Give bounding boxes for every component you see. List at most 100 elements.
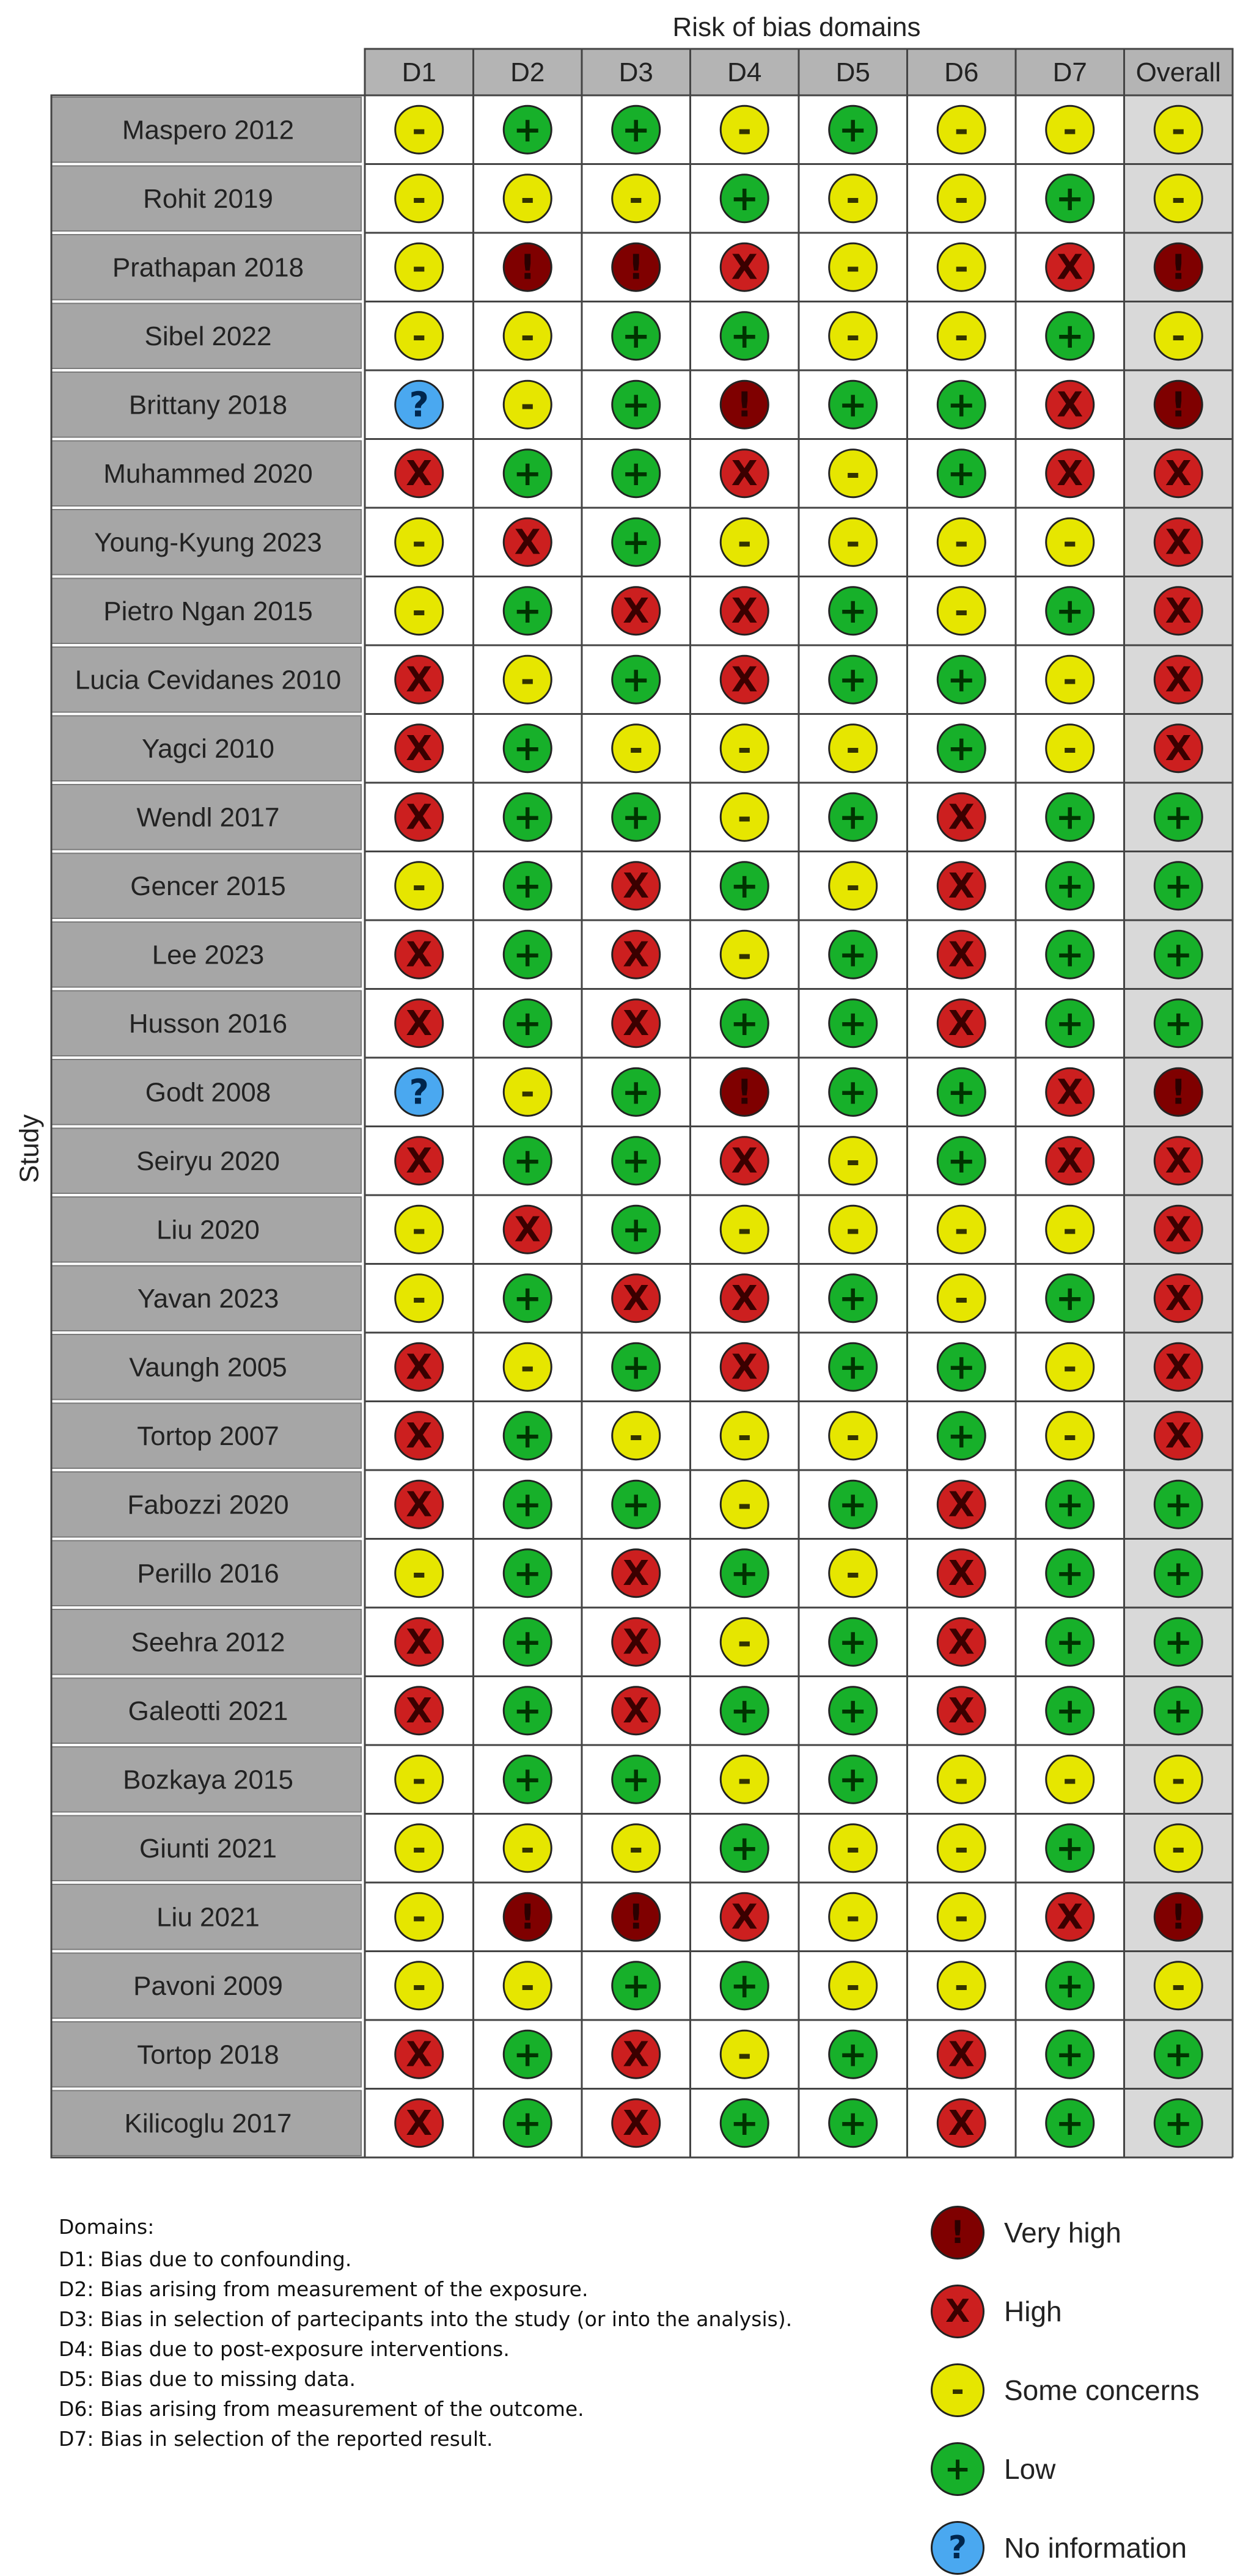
judgement-glyph: + xyxy=(622,660,650,700)
judgement-some: - xyxy=(1045,1411,1095,1461)
judgement-low: + xyxy=(611,448,661,499)
judgement-low: + xyxy=(502,1411,552,1461)
judgement-dot xyxy=(936,1342,986,1392)
judgement-high: X xyxy=(394,723,444,774)
judgement-high: X xyxy=(936,2098,986,2148)
judgement-glyph: + xyxy=(513,1004,542,1044)
judgement-dot xyxy=(1045,1479,1095,1529)
judgement-low: + xyxy=(502,723,552,774)
judgement-some: - xyxy=(828,1548,878,1598)
judgement-glyph: + xyxy=(1164,797,1193,837)
judgement-key-dot: X xyxy=(931,2285,985,2338)
judgement-dot xyxy=(502,723,552,774)
judgement-dot xyxy=(719,1479,769,1529)
judgement-glyph: X xyxy=(406,1141,432,1181)
judgement-dot xyxy=(719,929,769,979)
judgement-glyph: + xyxy=(1164,1485,1193,1524)
judgement-some: - xyxy=(394,1961,444,2011)
judgement-some: - xyxy=(936,517,986,567)
judgement-glyph: - xyxy=(412,1760,426,1799)
judgement-very-high: ! xyxy=(1153,1892,1203,1942)
judgement-some: - xyxy=(1045,723,1095,774)
study-label-cell xyxy=(51,852,362,919)
judgement-glyph: - xyxy=(412,1829,426,1868)
judgement-glyph: + xyxy=(838,1485,867,1524)
judgement-glyph: + xyxy=(1164,1554,1193,1594)
judgement-glyph: + xyxy=(513,110,542,150)
judgement-dot xyxy=(936,723,986,774)
study-label: Vaungh 2005 xyxy=(129,1352,287,1382)
judgement-glyph: + xyxy=(1055,2104,1084,2143)
judgement-dot xyxy=(394,929,444,979)
judgement-some: - xyxy=(502,1067,552,1117)
judgement-some: - xyxy=(828,1411,878,1461)
judgement-dot xyxy=(936,2029,986,2079)
judgement-glyph: - xyxy=(955,591,969,631)
domains-legend-title: Domains: xyxy=(59,2215,155,2239)
judgement-glyph: + xyxy=(622,1141,650,1181)
judgement-dot xyxy=(394,1411,444,1461)
judgement-glyph: + xyxy=(622,385,650,425)
judgement-glyph: + xyxy=(1055,317,1084,356)
judgement-dot xyxy=(1153,311,1203,361)
judgement-dot xyxy=(611,998,661,1048)
study-label-cell xyxy=(51,784,362,851)
judgement-high: X xyxy=(936,998,986,1048)
judgement-dot xyxy=(1153,1617,1203,1667)
judgement-dot xyxy=(936,242,986,292)
judgement-glyph: - xyxy=(1172,317,1186,356)
judgement-dot xyxy=(611,654,661,704)
judgement-glyph: + xyxy=(622,454,650,494)
column-header-d6: D6 xyxy=(944,57,978,87)
judgement-some: - xyxy=(1153,1961,1203,2011)
judgement-some: - xyxy=(936,311,986,361)
judgement-some: - xyxy=(828,1136,878,1186)
judgement-low: + xyxy=(828,2029,878,2079)
judgement-dot xyxy=(611,2098,661,2148)
judgement-dot xyxy=(936,379,986,430)
judgement-dot xyxy=(719,586,769,636)
judgement-glyph: - xyxy=(955,179,969,219)
judgement-low: + xyxy=(502,1136,552,1186)
judgement-low: + xyxy=(828,104,878,155)
judgement-some: - xyxy=(394,311,444,361)
judgement-glyph: + xyxy=(622,1485,650,1524)
judgement-glyph: X xyxy=(732,454,758,494)
judgement-glyph: + xyxy=(1164,1622,1193,1662)
judgement-glyph: - xyxy=(955,247,969,287)
column-header-cell xyxy=(1123,48,1234,97)
judgement-glyph: - xyxy=(412,591,426,631)
judgement-glyph: - xyxy=(738,1416,752,1456)
judgement-dot xyxy=(828,998,878,1048)
judgement-glyph: + xyxy=(513,935,542,975)
judgement-glyph: + xyxy=(513,1622,542,1662)
judgement-glyph: X xyxy=(406,1691,432,1731)
judgement-glyph: X xyxy=(948,2104,975,2143)
judgement-glyph: + xyxy=(947,385,976,425)
judgement-dot xyxy=(502,792,552,842)
judgement-glyph: X xyxy=(623,2035,649,2074)
judgement-dot xyxy=(936,929,986,979)
judgement-glyph: + xyxy=(730,1691,759,1731)
judgement-some: - xyxy=(394,1204,444,1254)
judgement-glyph: X xyxy=(732,1347,758,1387)
study-label-cell xyxy=(51,371,362,438)
judgement-glyph: - xyxy=(738,729,752,769)
judgement-glyph: X xyxy=(406,1004,432,1044)
judgement-some: - xyxy=(828,517,878,567)
judgement-low: + xyxy=(611,517,661,567)
judgement-dot xyxy=(1045,1411,1095,1461)
judgement-glyph: - xyxy=(846,247,860,287)
judgement-low: + xyxy=(828,1686,878,1736)
judgement-dot xyxy=(611,1342,661,1392)
judgement-glyph: + xyxy=(513,1760,542,1799)
judgement-low: + xyxy=(1153,2029,1203,2079)
judgement-glyph: + xyxy=(838,385,867,425)
judgement-glyph: + xyxy=(513,2035,542,2074)
judgement-dot xyxy=(828,2029,878,2079)
judgement-dot xyxy=(1045,379,1095,430)
judgement-glyph: + xyxy=(1055,935,1084,975)
judgement-high: X xyxy=(394,2029,444,2079)
judgement-high: X xyxy=(611,1273,661,1323)
judgement-high: X xyxy=(936,929,986,979)
